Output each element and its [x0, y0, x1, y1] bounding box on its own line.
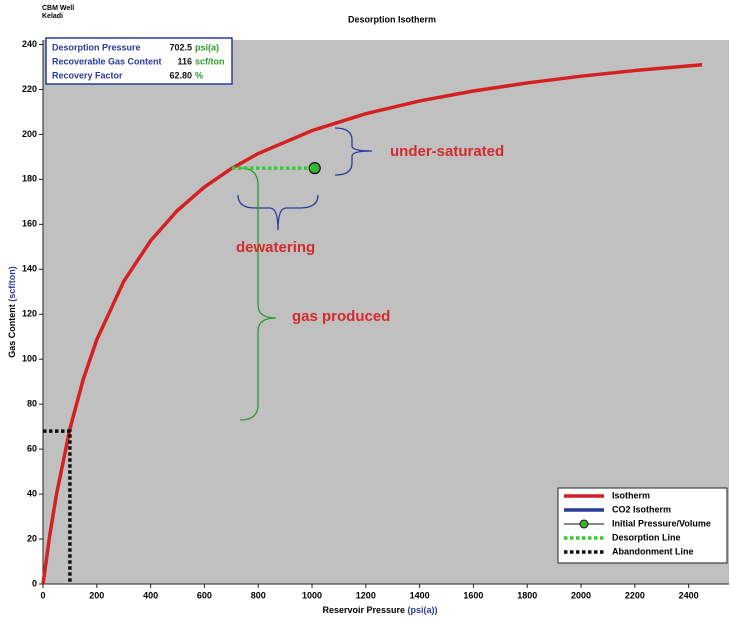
y-tick-label: 20	[27, 533, 37, 543]
info-value: 702.5	[169, 42, 192, 52]
legend-label: Abandonment Line	[612, 546, 694, 556]
initial-point	[308, 162, 321, 175]
y-tick-label: 100	[22, 354, 37, 364]
brace-gas-produced	[239, 167, 277, 421]
y-tick-label: 80	[27, 399, 37, 409]
y-axis-label: Gas Content (scf/ton)	[7, 266, 17, 358]
braces	[237, 127, 373, 421]
x-tick-label: 0	[40, 590, 45, 600]
info-value: 62.80	[169, 70, 192, 80]
legend-label: Initial Pressure/Volume	[612, 518, 711, 528]
y-tick-label: 220	[22, 84, 37, 94]
y-tick-label: 140	[22, 264, 37, 274]
x-axis-label: Reservoir Pressure (psi(a))	[322, 605, 437, 615]
y-axis-label-text: Gas Content	[7, 304, 17, 358]
x-tick-label: 1600	[463, 590, 483, 600]
series-line	[41, 62, 703, 585]
x-tick-label: 2000	[571, 590, 591, 600]
y-tick-label: 160	[22, 219, 37, 229]
x-tick-label: 1200	[356, 590, 376, 600]
annotation: gas produced	[292, 308, 390, 325]
info-unit: scf/ton	[195, 56, 225, 66]
info-label: Recoverable Gas Content	[52, 56, 162, 66]
annotation: under-saturated	[390, 143, 504, 160]
well-label: CBM Well	[42, 5, 74, 12]
well-name: Keladi	[42, 13, 63, 20]
x-tick-label: 2200	[625, 590, 645, 600]
brace-under-saturated	[334, 127, 373, 176]
info-unit: %	[195, 70, 203, 80]
y-tick-label: 0	[32, 578, 37, 588]
x-tick-label: 1400	[410, 590, 430, 600]
x-tick-label: 800	[251, 590, 266, 600]
legend-swatch	[579, 519, 589, 529]
y-tick-label: 200	[22, 129, 37, 139]
info-unit: psi(a)	[195, 42, 219, 52]
x-tick-label: 2400	[679, 590, 699, 600]
y-tick-label: 60	[27, 443, 37, 453]
x-tick-label: 600	[197, 590, 212, 600]
x-tick-label: 1800	[517, 590, 537, 600]
series-line	[43, 429, 72, 584]
y-tick-label: 120	[22, 309, 37, 319]
annotation: dewatering	[236, 239, 315, 256]
legend-label: CO2 Isotherm	[612, 504, 671, 514]
x-tick-label: 400	[143, 590, 158, 600]
info-box	[45, 37, 233, 85]
legend-label: Isotherm	[612, 490, 650, 500]
x-tick-label: 200	[89, 590, 104, 600]
x-axis-label-unit: (psi(a))	[408, 605, 438, 615]
y-tick-label: 40	[27, 488, 37, 498]
brace-dewatering	[237, 194, 319, 231]
legend-label: Desorption Line	[612, 532, 681, 542]
y-axis-label-unit: (scf/ton)	[7, 266, 17, 302]
info-value: 116	[177, 56, 192, 66]
y-tick-label: 240	[22, 39, 37, 49]
y-tick-label: 180	[22, 174, 37, 184]
chart-title: Desorption Isotherm	[348, 14, 436, 24]
info-label: Recovery Factor	[52, 70, 123, 80]
x-tick-label: 1000	[302, 590, 322, 600]
info-label: Desorption Pressure	[52, 42, 141, 52]
x-axis-label-text: Reservoir Pressure	[322, 605, 405, 615]
